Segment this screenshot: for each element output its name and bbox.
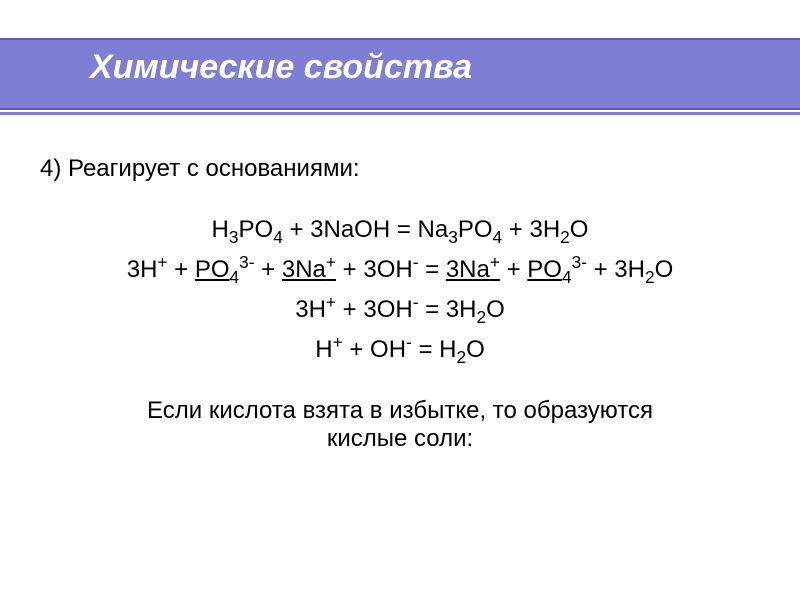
slide-title: Химические свойства: [90, 48, 472, 87]
equations-block: H3PO4 + 3NaOH = Na3PO4 + 3H2O 3H+ + PO43…: [40, 213, 760, 369]
intro-text: 4) Реагирует с основаниями:: [40, 155, 760, 183]
equation-4: H+ + OH- = H2O: [40, 330, 760, 370]
content-area: 4) Реагирует с основаниями: H3PO4 + 3NaO…: [40, 155, 760, 453]
equation-2: 3H+ + PO43- + 3Na+ + 3OH- = 3Na+ + PO43-…: [40, 250, 760, 290]
note-line-1: Если кислота взята в избытке, то образую…: [147, 397, 653, 424]
note-line-2: кислые соли:: [327, 425, 473, 452]
equation-3: 3H+ + 3OH- = 3H2O: [40, 290, 760, 330]
equation-1: H3PO4 + 3NaOH = Na3PO4 + 3H2O: [40, 213, 760, 250]
header-underline: [0, 112, 800, 115]
note-text: Если кислота взята в избытке, то образую…: [40, 397, 760, 453]
